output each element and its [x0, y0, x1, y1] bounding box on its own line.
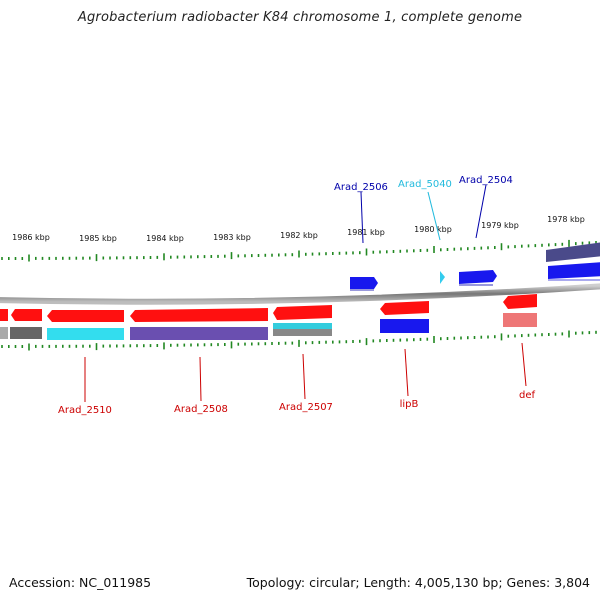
- gene-left-2[interactable]: [11, 309, 42, 321]
- gene-left-2-gray: [10, 327, 42, 339]
- gene-left-edge[interactable]: [0, 309, 8, 321]
- gene-def-pink: [503, 313, 537, 327]
- gene-arad-2510[interactable]: [47, 310, 124, 322]
- scale-label-1983: 1983 kbp: [213, 233, 251, 242]
- gene-def[interactable]: [503, 294, 537, 309]
- gene-upper-right-2[interactable]: [548, 262, 600, 279]
- label-leader-lines: [84, 184, 527, 402]
- gene-arad-2508-purple: [130, 327, 268, 340]
- gene-arad-2506[interactable]: [350, 277, 378, 289]
- scale-label-1986: 1986 kbp: [12, 233, 50, 242]
- gene-arad-2507-gray: [273, 329, 332, 336]
- label-arad-2510[interactable]: Arad_2510: [58, 405, 112, 416]
- inner-scale-ticks: [1, 330, 597, 351]
- label-lipb[interactable]: lipB: [400, 399, 419, 410]
- label-arad-2504[interactable]: Arad_2504: [459, 175, 513, 186]
- leader-arad-2506: [360, 191, 364, 244]
- scale-label-1978: 1978 kbp: [547, 215, 585, 224]
- scale-labels: 1986 kbp 1985 kbp 1984 kbp 1983 kbp 1982…: [12, 215, 585, 243]
- scale-label-1985: 1985 kbp: [79, 234, 117, 243]
- leader-def: [521, 342, 527, 387]
- forward-strand-genes: [350, 242, 600, 291]
- accession-text: Accession: NC_011985: [9, 575, 152, 590]
- outer-scale-ticks: [1, 239, 597, 262]
- gene-left-edge-gray: [0, 327, 8, 339]
- leader-arad-5040: [427, 191, 441, 241]
- gene-arad-2506-shade: [350, 289, 374, 291]
- gene-arad-2508[interactable]: [130, 308, 268, 322]
- scale-label-1982: 1982 kbp: [280, 231, 318, 240]
- gene-arad-2507[interactable]: [273, 305, 332, 320]
- label-arad-5040[interactable]: Arad_5040: [398, 179, 452, 190]
- label-arad-2506[interactable]: Arad_2506: [334, 182, 388, 193]
- map-title: Agrobacterium radiobacter K84 chromosome…: [77, 10, 523, 25]
- leader-lipb: [404, 348, 409, 397]
- chromosome-backbone: [0, 283, 600, 305]
- gene-arad-2507-cyan: [273, 323, 332, 329]
- scale-label-1979: 1979 kbp: [481, 221, 519, 230]
- reverse-strand-genes: [0, 294, 537, 340]
- gene-labels: Arad_2506 Arad_5040 Arad_2504 Arad_2510 …: [58, 175, 535, 416]
- label-def[interactable]: def: [519, 390, 536, 401]
- scale-label-1984: 1984 kbp: [146, 234, 184, 243]
- scale-label-1981: 1981 kbp: [347, 228, 385, 237]
- label-arad-2508[interactable]: Arad_2508: [174, 404, 228, 415]
- scale-label-1980: 1980 kbp: [414, 225, 452, 234]
- gene-arad-2504-shade: [459, 284, 493, 286]
- gene-arad-5040[interactable]: [440, 271, 445, 284]
- leader-arad-2504: [475, 184, 487, 239]
- gene-lipb-blue: [380, 319, 429, 333]
- label-arad-2507[interactable]: Arad_2507: [279, 402, 333, 413]
- gene-upper-right-1[interactable]: [546, 242, 600, 262]
- gene-arad-2504[interactable]: [459, 270, 497, 284]
- gene-lipb[interactable]: [380, 301, 429, 315]
- leader-arad-2507: [302, 353, 306, 400]
- genome-info-text: Topology: circular; Length: 4,005,130 bp…: [246, 575, 590, 590]
- gene-arad-2510-cyan: [47, 328, 124, 340]
- leader-arad-2508: [199, 356, 202, 402]
- gene-upper-right-2-shade: [548, 279, 600, 281]
